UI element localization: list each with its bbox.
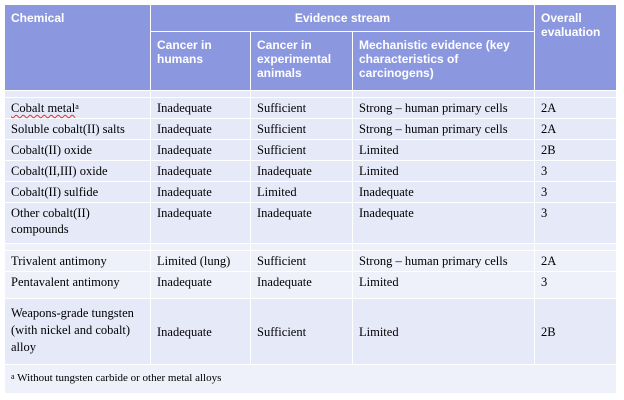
mechanistic-cell: Strong – human primary cells xyxy=(351,118,536,140)
overall-cell: 2A xyxy=(534,118,618,140)
animals-cell: Sufficient xyxy=(250,118,353,140)
footnote-marker: a xyxy=(75,102,79,111)
humans-cell: Inadequate xyxy=(150,271,251,299)
animals-cell: Sufficient xyxy=(250,139,353,161)
mechanistic-cell: Strong – human primary cells xyxy=(351,250,536,272)
humans-cell: Inadequate xyxy=(150,181,251,203)
table-row: Cobalt(II) sulfide Inadequate Limited In… xyxy=(4,181,618,203)
overall-cell: 3 xyxy=(534,271,618,299)
chemical-cell: Trivalent antimony xyxy=(4,250,151,272)
humans-cell: Inadequate xyxy=(150,118,251,140)
humans-cell: Inadequate xyxy=(150,202,251,244)
table-row: Other cobalt(II) compounds Inadequate In… xyxy=(4,202,618,244)
overall-cell: 3 xyxy=(534,181,618,203)
table-row: Trivalent antimony Limited (lung) Suffic… xyxy=(4,250,618,272)
evidence-table-container: Chemical Evidence stream Overall evaluat… xyxy=(3,4,618,396)
table-row: Pentavalent antimony Inadequate Inadequa… xyxy=(4,271,618,299)
carcinogen-evidence-table: Chemical Evidence stream Overall evaluat… xyxy=(3,4,618,394)
chemical-cell: Other cobalt(II) compounds xyxy=(4,202,151,244)
header-cancer-in-humans: Cancer in humans xyxy=(150,31,251,91)
footnote-section: a Without tungsten carbide or other meta… xyxy=(3,364,618,394)
table-row: Weapons-grade tungsten (with nickel and … xyxy=(4,298,618,365)
header-mechanistic-evidence: Mechanistic evidence (key characteristic… xyxy=(351,31,536,91)
overall-cell: 2B xyxy=(534,298,618,365)
table-row: Soluble cobalt(II) salts Inadequate Suff… xyxy=(4,118,618,140)
antimony-group: Trivalent antimony Limited (lung) Suffic… xyxy=(4,243,618,299)
humans-cell: Inadequate xyxy=(150,139,251,161)
chemical-cell: Pentavalent antimony xyxy=(4,271,151,299)
chemical-cell: Cobalt metala xyxy=(4,97,151,119)
humans-cell: Inadequate xyxy=(150,97,251,119)
overall-cell: 3 xyxy=(534,160,618,182)
footnote-mark: a xyxy=(11,372,15,381)
humans-cell: Inadequate xyxy=(150,160,251,182)
chemical-cell: Cobalt(II) sulfide xyxy=(4,181,151,203)
overall-cell: 2B xyxy=(534,139,618,161)
header-cancer-in-animals: Cancer in experimental animals xyxy=(250,31,353,91)
header-evidence-stream: Evidence stream xyxy=(149,4,536,32)
mechanistic-cell: Limited xyxy=(351,271,536,299)
header-overall-evaluation: Overall evaluation xyxy=(534,4,618,91)
table-footnote: a Without tungsten carbide or other meta… xyxy=(3,364,618,394)
overall-cell: 2A xyxy=(534,250,618,272)
humans-cell: Inadequate xyxy=(150,298,251,365)
header-chemical: Chemical xyxy=(4,4,151,91)
table-row: Cobalt(II,III) oxide Inadequate Inadequa… xyxy=(4,160,618,182)
mechanistic-cell: Strong – human primary cells xyxy=(351,97,536,119)
animals-cell: Sufficient xyxy=(250,250,353,272)
chemical-cell: Cobalt(II) oxide xyxy=(4,139,151,161)
humans-cell: Limited (lung) xyxy=(150,250,251,272)
mechanistic-cell: Limited xyxy=(351,298,536,365)
overall-cell: 2A xyxy=(534,97,618,119)
mechanistic-cell: Limited xyxy=(351,139,536,161)
table-row: Cobalt metala Inadequate Sufficient Stro… xyxy=(4,97,618,119)
chemical-cell: Weapons-grade tungsten (with nickel and … xyxy=(4,298,151,365)
animals-cell: Inadequate xyxy=(250,160,353,182)
mechanistic-cell: Inadequate xyxy=(351,202,536,244)
tungsten-group: Weapons-grade tungsten (with nickel and … xyxy=(4,298,618,365)
mechanistic-cell: Inadequate xyxy=(351,181,536,203)
animals-cell: Inadequate xyxy=(250,202,353,244)
chemical-cell: Cobalt(II,III) oxide xyxy=(4,160,151,182)
cobalt-group: Cobalt metala Inadequate Sufficient Stro… xyxy=(4,90,618,244)
animals-cell: Sufficient xyxy=(250,298,353,365)
table-row: Cobalt(II) oxide Inadequate Sufficient L… xyxy=(4,139,618,161)
overall-cell: 3 xyxy=(534,202,618,244)
animals-cell: Limited xyxy=(250,181,353,203)
chemical-name: Cobalt metal xyxy=(11,101,76,115)
chemical-cell: Soluble cobalt(II) salts xyxy=(4,118,151,140)
footnote-text: Without tungsten carbide or other metal … xyxy=(17,372,222,384)
animals-cell: Inadequate xyxy=(250,271,353,299)
animals-cell: Sufficient xyxy=(250,97,353,119)
mechanistic-cell: Limited xyxy=(351,160,536,182)
